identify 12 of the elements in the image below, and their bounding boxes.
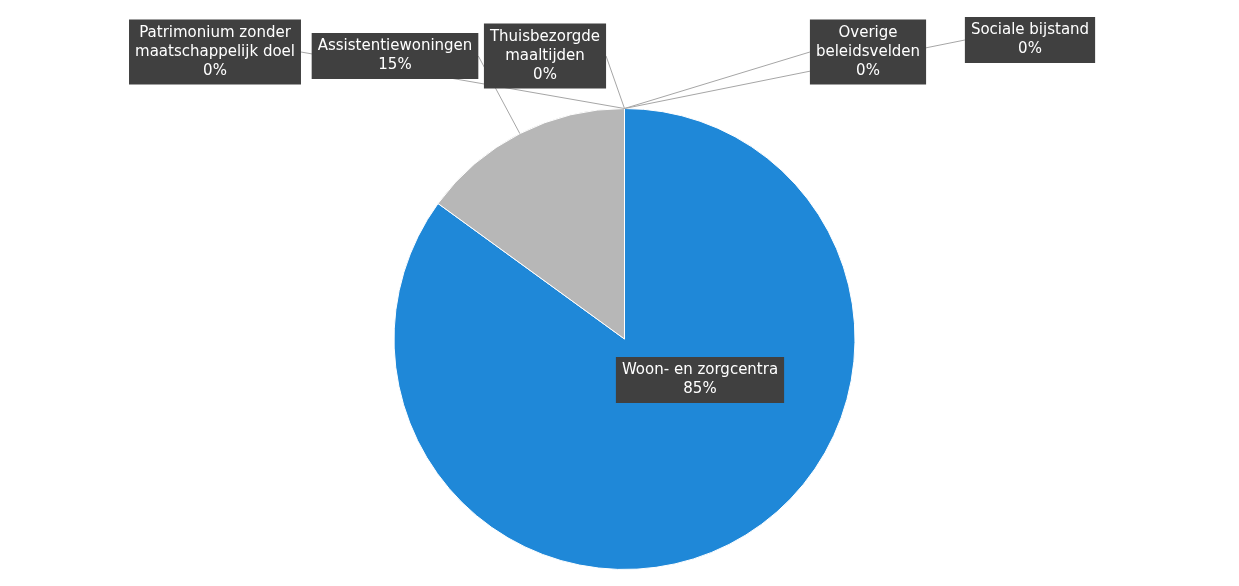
category-label: Thuisbezorgde maaltijden	[489, 26, 601, 64]
slice-label: Assistentiewoningen	[317, 36, 473, 55]
text: 0%	[533, 64, 557, 83]
data-label: 15%	[378, 55, 412, 74]
category-label: Sociale bijstand	[970, 20, 1090, 39]
slice-label: Woon- en zorgcentra	[621, 360, 779, 379]
category-label: Patrimonium zonder maatschappelijk doel	[135, 22, 295, 60]
category-label: Overige beleidsvelden	[815, 22, 921, 60]
text: 0%	[1018, 39, 1042, 58]
data-label: 85%	[683, 379, 717, 398]
text: 0%	[203, 60, 227, 79]
text: 0%	[856, 60, 880, 79]
